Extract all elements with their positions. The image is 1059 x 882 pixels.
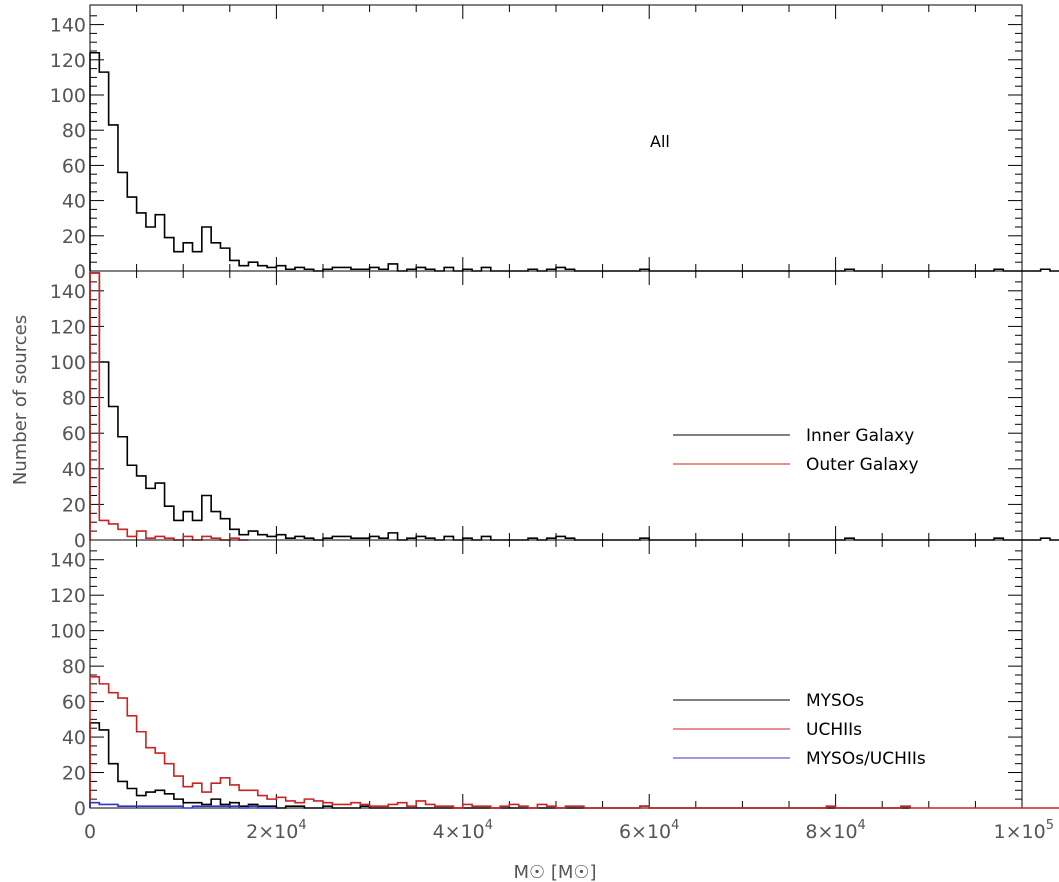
series-inner-galaxy	[89, 272, 1059, 541]
legend-entry: Outer Galaxy	[806, 455, 919, 475]
y-tick-label: 120	[50, 585, 86, 607]
panel-top: 0 20 40 60 80 100 120 140 All	[50, 4, 1059, 283]
y-tick-label: 140	[50, 281, 86, 303]
y-tick-label: 120	[50, 50, 86, 72]
x-axis-label: M☉ [M☉]	[513, 862, 596, 882]
x-tick-label: 1×105	[994, 818, 1054, 843]
y-tick-label: 100	[50, 85, 86, 107]
panel-middle: 0 20 40 60 80 100 120 140 Inner Galaxy Outer Gala…	[50, 270, 1059, 552]
y-tick-label: 140	[50, 550, 86, 572]
x-tick-label: 4×104	[433, 818, 493, 843]
y-tick-label: 120	[50, 316, 86, 338]
y-axis-label: Number of sources	[10, 315, 31, 485]
plot-frame	[89, 270, 1023, 541]
x-tick-label: 2×104	[246, 818, 306, 843]
y-tick-label: 20	[62, 494, 86, 516]
y-tick-label: 60	[62, 155, 86, 177]
legend-entry: Inner Galaxy	[806, 426, 914, 446]
y-tick-label: 20	[62, 763, 86, 785]
series-mysos-uchiis	[89, 801, 277, 809]
y-tick-label: 80	[62, 388, 86, 410]
series-all	[89, 51, 1059, 272]
y-tick-label: 60	[62, 423, 86, 445]
panel-bottom: 0 20 40 60 80 100 120 140 MYSOs UCHIIs MYSOs/UCHII…	[50, 539, 1059, 843]
x-tick-label: 6×104	[619, 818, 679, 843]
series-outer-galaxy	[89, 272, 249, 541]
panels: 0 20 40 60 80 100 120 140 All 0 20 40 60 80 100 120 140 I…	[50, 4, 1059, 843]
x-tick-label: 0	[84, 821, 96, 843]
y-tick-label: 80	[62, 120, 86, 142]
y-tick-label: 0	[74, 261, 86, 283]
y-tick-label: 40	[62, 727, 86, 749]
y-tick-label: 140	[50, 15, 86, 37]
series-uchiis	[89, 675, 1059, 809]
plot-frame	[89, 4, 1023, 272]
y-tick-label: 20	[62, 226, 86, 248]
y-tick-label: 0	[74, 798, 86, 820]
legend-entry: MYSOs/UCHIIs	[806, 749, 926, 769]
y-tick-label: 100	[50, 621, 86, 643]
legend-entry: UCHIIs	[806, 720, 862, 740]
y-tick-label: 80	[62, 656, 86, 678]
panel-annotation: All	[650, 132, 670, 151]
y-tick-label: 100	[50, 352, 86, 374]
series-mysos	[89, 722, 911, 809]
y-tick-label: 60	[62, 692, 86, 714]
x-tick-label: 8×104	[805, 818, 865, 843]
y-tick-label: 0	[74, 530, 86, 552]
y-tick-label: 40	[62, 459, 86, 481]
y-tick-label: 40	[62, 191, 86, 213]
legend-entry: MYSOs	[806, 691, 864, 711]
